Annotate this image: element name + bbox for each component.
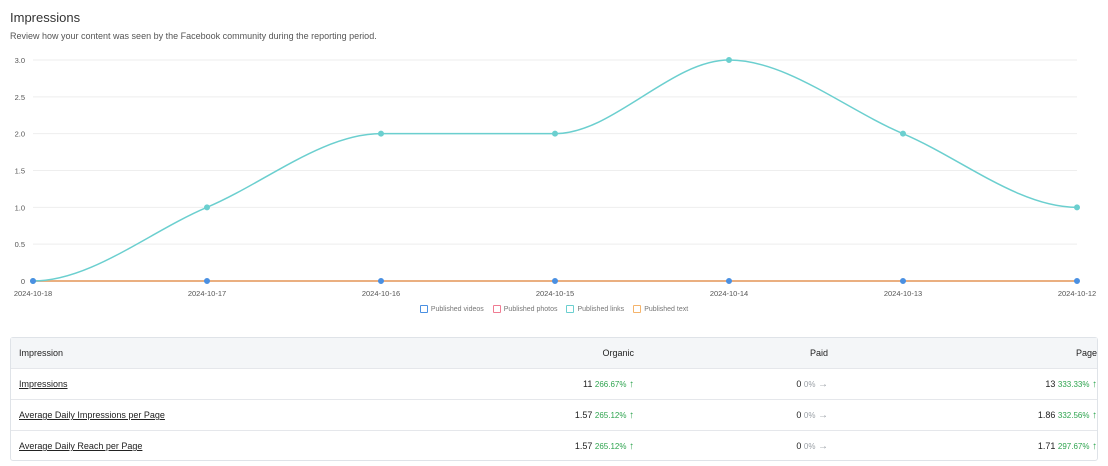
- legend-label: Published text: [644, 305, 689, 313]
- trend-up-icon: ↑: [1092, 440, 1097, 452]
- organic-value: 1.57: [574, 440, 593, 451]
- table-row: Impressions 11 266.67% ↑ 0 0% → 13 333.3…: [11, 368, 1097, 399]
- organic-cell: 1.57 265.12% ↑: [441, 441, 634, 452]
- x-tick-label: 2024-10-18: [14, 289, 52, 298]
- data-point-published-links: [378, 130, 384, 137]
- y-tick-label: 2.0: [15, 130, 25, 139]
- data-point-published-links: [726, 57, 732, 63]
- x-tick-label: 2024-10-13: [884, 289, 922, 298]
- page-value: 1.86: [1037, 409, 1056, 420]
- y-tick-label: 1.0: [15, 203, 25, 212]
- y-tick-label: 0.5: [15, 240, 25, 249]
- impressions-table: Impression Organic Paid Page Impressions…: [10, 337, 1098, 461]
- x-tick-label: 2024-10-12: [1058, 289, 1096, 298]
- data-point-published-videos: [552, 278, 558, 284]
- data-point-published-links: [900, 130, 906, 137]
- data-point-published-videos: [378, 278, 384, 284]
- y-tick-label: 2.5: [15, 93, 25, 102]
- metric-link-avg-daily-impressions[interactable]: Average Daily Impressions per Page: [19, 410, 165, 420]
- organic-cell: 11 266.67% ↑: [441, 379, 634, 390]
- legend-label: Published photos: [503, 305, 558, 313]
- legend-label: Published videos: [430, 305, 484, 313]
- page-value: 1.71: [1037, 440, 1056, 451]
- legend-item-published-text[interactable]: Published text: [633, 305, 688, 313]
- trend-flat-icon: →: [818, 378, 828, 390]
- table-row: Average Daily Impressions per Page 1.57 …: [11, 399, 1097, 430]
- legend-label: Published links: [577, 305, 625, 313]
- data-point-published-links: [204, 204, 210, 211]
- legend-swatch: [419, 305, 428, 313]
- data-point-published-videos: [30, 278, 36, 284]
- data-point-published-links: [1074, 204, 1080, 211]
- table-row: Average Daily Reach per Page 1.57 265.12…: [11, 430, 1097, 461]
- trend-up-icon: ↑: [629, 378, 634, 390]
- page-change: 297.67%: [1057, 441, 1090, 451]
- legend-item-published-videos[interactable]: Published videos: [419, 305, 484, 313]
- organic-value: 11: [583, 378, 593, 389]
- x-tick-label: 2024-10-14: [710, 289, 748, 298]
- paid-value: 0: [796, 378, 802, 389]
- trend-up-icon: ↑: [629, 409, 634, 421]
- legend-item-published-links[interactable]: Published links: [566, 305, 624, 313]
- paid-value: 0: [796, 409, 802, 420]
- paid-change: 0%: [803, 441, 816, 451]
- x-tick-label: 2024-10-17: [188, 289, 226, 298]
- data-point-published-links: [552, 130, 558, 137]
- legend-swatch: [633, 305, 642, 313]
- impressions-line-chart: 0 0.5 1.0 1.5 2.0 2.5 3.0 2024-10-18 2024-10-17 2…: [14, 56, 1096, 298]
- data-point-published-videos: [1074, 278, 1080, 284]
- paid-value: 0: [796, 440, 802, 451]
- x-tick-label: 2024-10-15: [536, 289, 574, 298]
- y-tick-label: 1.5: [15, 167, 25, 176]
- y-tick-label: 3.0: [15, 56, 25, 65]
- paid-cell: 0 0% →: [634, 410, 828, 421]
- page-cell: 1.71 297.67% ↑: [828, 441, 1097, 452]
- data-point-published-videos: [204, 278, 210, 284]
- paid-cell: 0 0% →: [634, 379, 828, 390]
- legend-swatch: [492, 305, 501, 313]
- organic-change: 265.12%: [594, 441, 627, 451]
- table-header-row: Impression Organic Paid Page: [11, 338, 1097, 368]
- column-header-impression: Impression: [19, 348, 64, 358]
- chart-legend: Published videos Published photos Publis…: [0, 305, 1108, 313]
- trend-flat-icon: →: [818, 440, 828, 452]
- page-change: 333.33%: [1057, 379, 1090, 389]
- legend-item-published-photos[interactable]: Published photos: [492, 305, 558, 313]
- section-subtitle: Review how your content was seen by the …: [10, 31, 377, 41]
- paid-change: 0%: [803, 379, 816, 389]
- trend-up-icon: ↑: [1092, 409, 1097, 421]
- x-tick-label: 2024-10-16: [362, 289, 400, 298]
- column-header-page: Page: [1075, 348, 1097, 358]
- paid-change: 0%: [803, 410, 816, 420]
- metric-link-impressions[interactable]: Impressions: [19, 379, 68, 389]
- page-cell: 1.86 332.56% ↑: [828, 410, 1097, 421]
- page-change: 332.56%: [1057, 410, 1090, 420]
- column-header-paid: Paid: [809, 348, 828, 358]
- organic-value: 1.57: [574, 409, 593, 420]
- trend-up-icon: ↑: [1092, 378, 1097, 390]
- trend-up-icon: ↑: [629, 440, 634, 452]
- page-cell: 13 333.33% ↑: [828, 379, 1097, 390]
- trend-flat-icon: →: [818, 409, 828, 421]
- organic-change: 265.12%: [594, 410, 627, 420]
- legend-swatch: [566, 305, 575, 313]
- data-point-published-videos: [900, 278, 906, 284]
- paid-cell: 0 0% →: [634, 441, 828, 452]
- metric-link-avg-daily-reach[interactable]: Average Daily Reach per Page: [19, 441, 143, 451]
- column-header-organic: Organic: [602, 348, 634, 358]
- y-tick-label: 0: [21, 277, 25, 286]
- page-value: 13: [1045, 378, 1056, 389]
- section-title: Impressions: [10, 10, 81, 25]
- organic-cell: 1.57 265.12% ↑: [441, 410, 634, 421]
- data-point-published-videos: [726, 278, 732, 284]
- organic-change: 266.67%: [594, 379, 627, 389]
